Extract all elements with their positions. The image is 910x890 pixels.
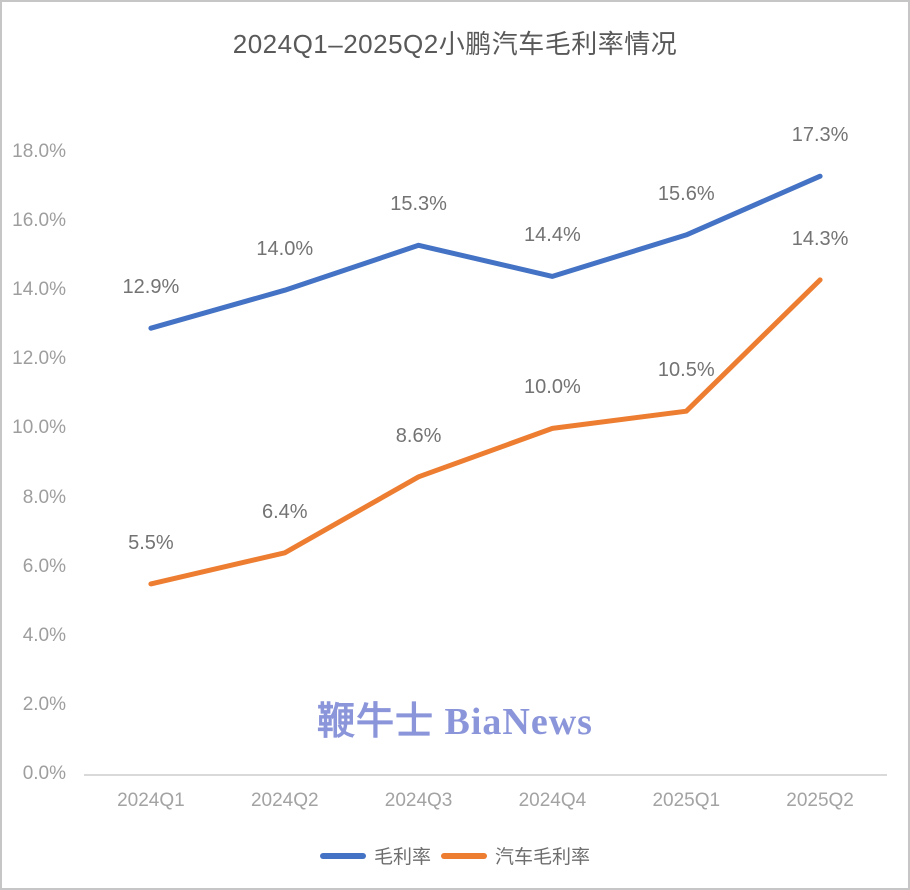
data-point-label: 14.0% <box>256 238 314 261</box>
series-line-auto-gross-margin <box>148 277 823 587</box>
x-axis-category-label: 2024Q2 <box>250 790 319 811</box>
x-axis-category-label: 2024Q4 <box>518 790 587 811</box>
y-axis-tick-label: 4.0% <box>22 624 66 646</box>
data-point-label: 12.9% <box>122 276 180 299</box>
y-axis-tick-label: 8.0% <box>22 486 66 508</box>
data-point-label: 14.4% <box>524 224 581 247</box>
data-point-label: 17.3% <box>791 124 849 147</box>
data-point-label: 15.6% <box>657 182 715 205</box>
x-axis-line <box>84 774 887 776</box>
legend-label-gross-margin: 毛利率 <box>373 847 431 868</box>
x-axis-category-label: 2024Q3 <box>384 790 453 811</box>
chart-title: 2024Q1–2025Q2小鹏汽车毛利率情况 <box>232 29 678 59</box>
x-axis-category-label: 2025Q2 <box>786 790 854 811</box>
y-axis-tick-label: 18.0% <box>12 141 66 162</box>
data-point-label: 8.6% <box>395 424 442 447</box>
series-line-gross-margin <box>148 173 823 331</box>
data-point-label: 5.5% <box>128 531 174 554</box>
data-point-label: 15.3% <box>390 193 447 216</box>
y-axis-tick-label: 12.0% <box>12 348 66 370</box>
legend-item-gross-margin: 毛利率 <box>319 842 431 869</box>
y-axis-tick-label: 6.0% <box>22 555 66 577</box>
data-point-label: 10.5% <box>657 359 715 382</box>
auto-gross-margin-line-swatch-icon <box>441 852 487 859</box>
data-point-label: 10.0% <box>524 376 581 399</box>
legend-item-auto-gross-margin: 汽车毛利率 <box>441 842 590 869</box>
x-axis-category-label: 2024Q1 <box>117 790 185 811</box>
legend: 毛利率 汽车毛利率 <box>2 842 908 869</box>
gross-margin-line-swatch-icon <box>319 852 366 859</box>
y-axis-tick-label: 16.0% <box>12 210 66 232</box>
x-axis-category-label: 2025Q1 <box>652 790 721 811</box>
legend-label-auto-gross-margin: 汽车毛利率 <box>495 847 591 868</box>
data-point-label: 14.3% <box>791 227 849 250</box>
y-axis-tick-label: 14.0% <box>12 279 66 301</box>
y-axis-tick-label: 2.0% <box>22 693 66 715</box>
y-axis-tick-label: 10.0% <box>12 417 66 439</box>
y-axis-tick-label: 0.0% <box>22 763 66 784</box>
data-point-label: 6.4% <box>261 500 308 523</box>
